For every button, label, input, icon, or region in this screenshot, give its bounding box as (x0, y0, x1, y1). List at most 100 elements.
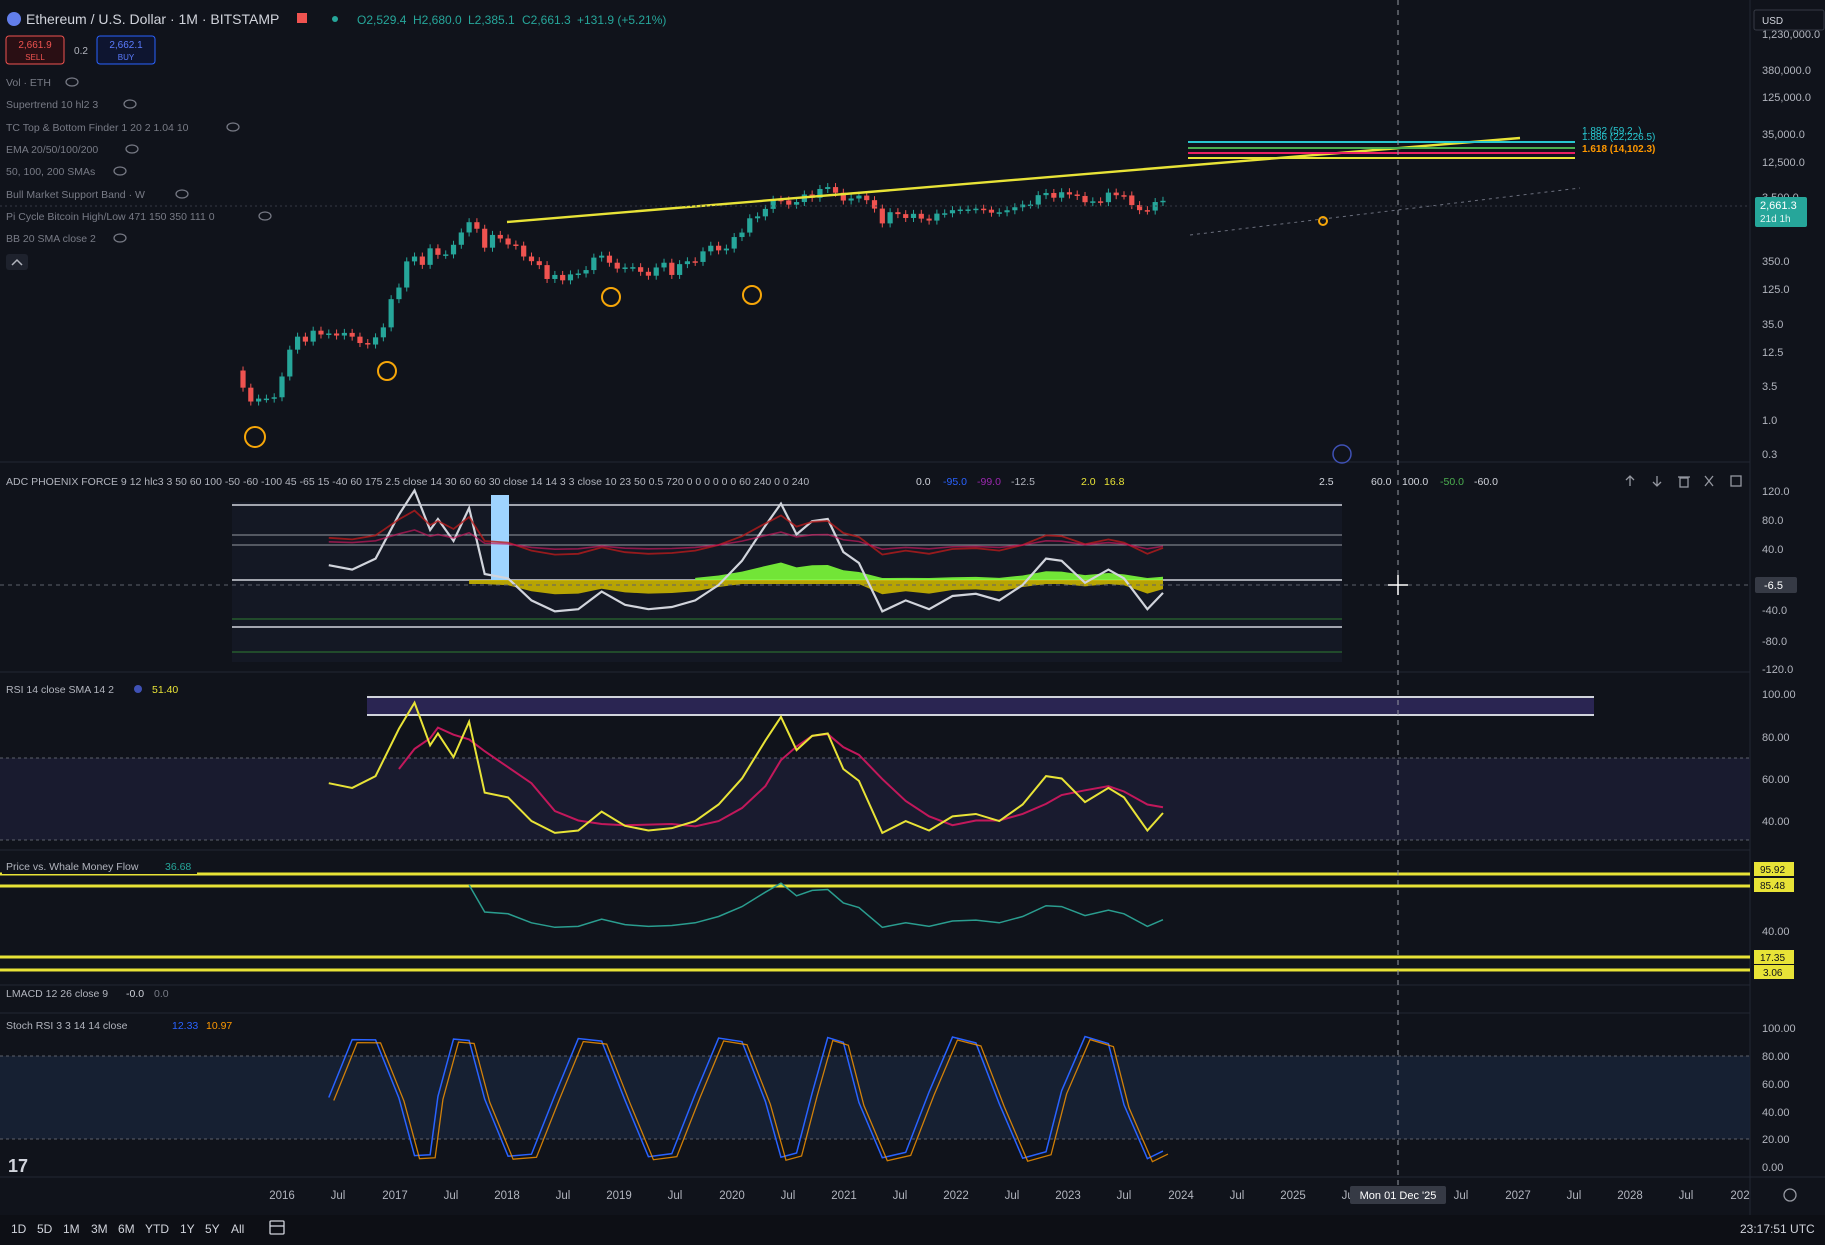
phoenix-value: -60.0 (1474, 476, 1498, 488)
candle (560, 274, 566, 281)
maximize-pane-button[interactable] (1730, 475, 1742, 487)
range-button-5y[interactable]: 5Y (205, 1222, 220, 1236)
range-button-ytd[interactable]: YTD (145, 1222, 169, 1236)
range-button-1y[interactable]: 1Y (180, 1222, 195, 1236)
lmacd-title[interactable]: LMACD 12 26 close 9 (6, 988, 108, 1000)
phoenix-pane (0, 488, 1750, 662)
range-button-3m[interactable]: 3M (91, 1222, 108, 1236)
candle (240, 370, 246, 388)
candle (653, 267, 659, 276)
buy-label: BUY (118, 53, 135, 62)
candle (302, 336, 308, 342)
symbol-title[interactable]: Ethereum / U.S. Dollar · 1M · BITSTAMP (26, 11, 279, 27)
time-tick: Jul (668, 1190, 683, 1202)
bar-countdown: 21d 1h (1760, 214, 1791, 225)
candle (1012, 207, 1018, 211)
date-range-calendar-icon[interactable] (269, 1220, 285, 1235)
axis-tick: 40.00 (1762, 1107, 1790, 1119)
axis-tick: 60.00 (1762, 774, 1790, 786)
sell-button[interactable]: 2,661.9 SELL (5, 35, 65, 65)
eye-icon[interactable] (65, 77, 79, 87)
delete-pane-button[interactable] (1678, 476, 1690, 488)
range-button-1m[interactable]: 1M (63, 1222, 80, 1236)
candle (848, 198, 854, 201)
whale-title[interactable]: Price vs. Whale Money Flow (6, 861, 139, 873)
time-tick: 2024 (1168, 1190, 1194, 1202)
axis-tick: 40.0 (1762, 544, 1783, 556)
candle (606, 255, 613, 263)
indicator-label[interactable]: Vol · ETH (6, 77, 51, 89)
price-tick: 12.5 (1762, 347, 1783, 359)
close-pane-button[interactable] (1704, 475, 1714, 487)
range-button-6m[interactable]: 6M (118, 1222, 135, 1236)
fib-levels[interactable] (1188, 141, 1575, 159)
current-price-tag (1755, 197, 1807, 227)
settings-gear-icon[interactable] (1783, 1188, 1797, 1202)
phoenix-title[interactable]: ADC PHOENIX FORCE 9 12 hlc3 3 50 60 100 … (6, 476, 809, 488)
eye-icon[interactable] (113, 166, 127, 176)
indicator-label[interactable]: Supertrend 10 hl2 3 (6, 99, 98, 111)
range-button-5d[interactable]: 5D (37, 1222, 53, 1236)
move-down-button[interactable] (1652, 476, 1662, 487)
stoch-title[interactable]: Stoch RSI 3 3 14 14 close (6, 1020, 128, 1032)
range-button-1d[interactable]: 1D (11, 1222, 27, 1236)
axis-tick: 0.00 (1762, 1162, 1783, 1174)
move-up-button[interactable] (1625, 475, 1635, 486)
time-tick: Jul (1679, 1190, 1694, 1202)
buy-price: 2,662.1 (109, 40, 143, 51)
time-axis[interactable]: 2016 Jul 2017 Jul 2018 Jul 2019 Jul 2020… (269, 1186, 1750, 1204)
whale-value: 36.68 (165, 861, 191, 873)
candle (856, 195, 862, 199)
time-tick: 2025 (1280, 1190, 1306, 1202)
range-button-all[interactable]: All (231, 1222, 244, 1236)
candle (793, 202, 800, 205)
buy-button[interactable]: 2,662.1 BUY (96, 35, 156, 65)
candle (489, 234, 496, 248)
eth-logo-icon (7, 12, 21, 26)
eye-icon[interactable] (123, 99, 137, 109)
candle (591, 257, 597, 271)
indicator-label[interactable]: TC Top & Bottom Finder 1 20 2 1.04 10 (6, 122, 189, 134)
indicator-label[interactable]: 50, 100, 200 SMAs (6, 166, 95, 178)
price-axis[interactable]: USD 1,230,000.0 380,000.0 125,000.0 35,0… (1753, 9, 1825, 461)
candle (1043, 192, 1049, 196)
candle (1074, 194, 1080, 196)
candle (895, 212, 901, 215)
collapse-legend-button[interactable] (6, 254, 28, 270)
current-price-value: 2,661.3 (1760, 200, 1797, 212)
currency-selector[interactable] (1753, 9, 1825, 31)
indicator-label[interactable]: Pi Cycle Bitcoin High/Low 471 150 350 11… (6, 211, 215, 223)
indicator-label[interactable]: EMA 20/50/100/200 (6, 144, 98, 156)
candle (864, 195, 870, 201)
utc-clock[interactable]: 23:17:51 UTC (1740, 1222, 1815, 1236)
replay-icon[interactable] (1332, 444, 1352, 464)
phoenix-value: -50.0 (1440, 476, 1464, 488)
eye-icon[interactable] (113, 233, 127, 243)
eye-icon[interactable] (258, 211, 272, 221)
eye-icon[interactable] (175, 189, 189, 199)
candle (942, 213, 948, 215)
candle (1121, 195, 1127, 197)
candle (583, 270, 589, 274)
time-tick: Jul (331, 1190, 346, 1202)
eye-icon[interactable] (226, 122, 240, 132)
candle (1113, 192, 1119, 196)
rsi-title[interactable]: RSI 14 close SMA 14 2 (6, 684, 114, 696)
stoch-k-value: 12.33 (172, 1020, 198, 1032)
candle (513, 244, 519, 247)
projection-line (1189, 187, 1581, 236)
candle (747, 218, 753, 233)
candle (957, 209, 963, 212)
indicator-label[interactable]: BB 20 SMA close 2 (6, 233, 96, 245)
candle (825, 187, 831, 189)
price-tick: 125.0 (1762, 284, 1790, 296)
eye-icon[interactable] (125, 144, 139, 154)
phoenix-value: -95.0 (943, 476, 967, 488)
indicator-label[interactable]: Bull Market Support Band · W (6, 189, 145, 201)
candle (715, 245, 722, 251)
candle (1051, 192, 1057, 198)
axis-tick: 85.48 (1760, 881, 1785, 892)
candle (435, 248, 441, 255)
candle (450, 244, 457, 255)
